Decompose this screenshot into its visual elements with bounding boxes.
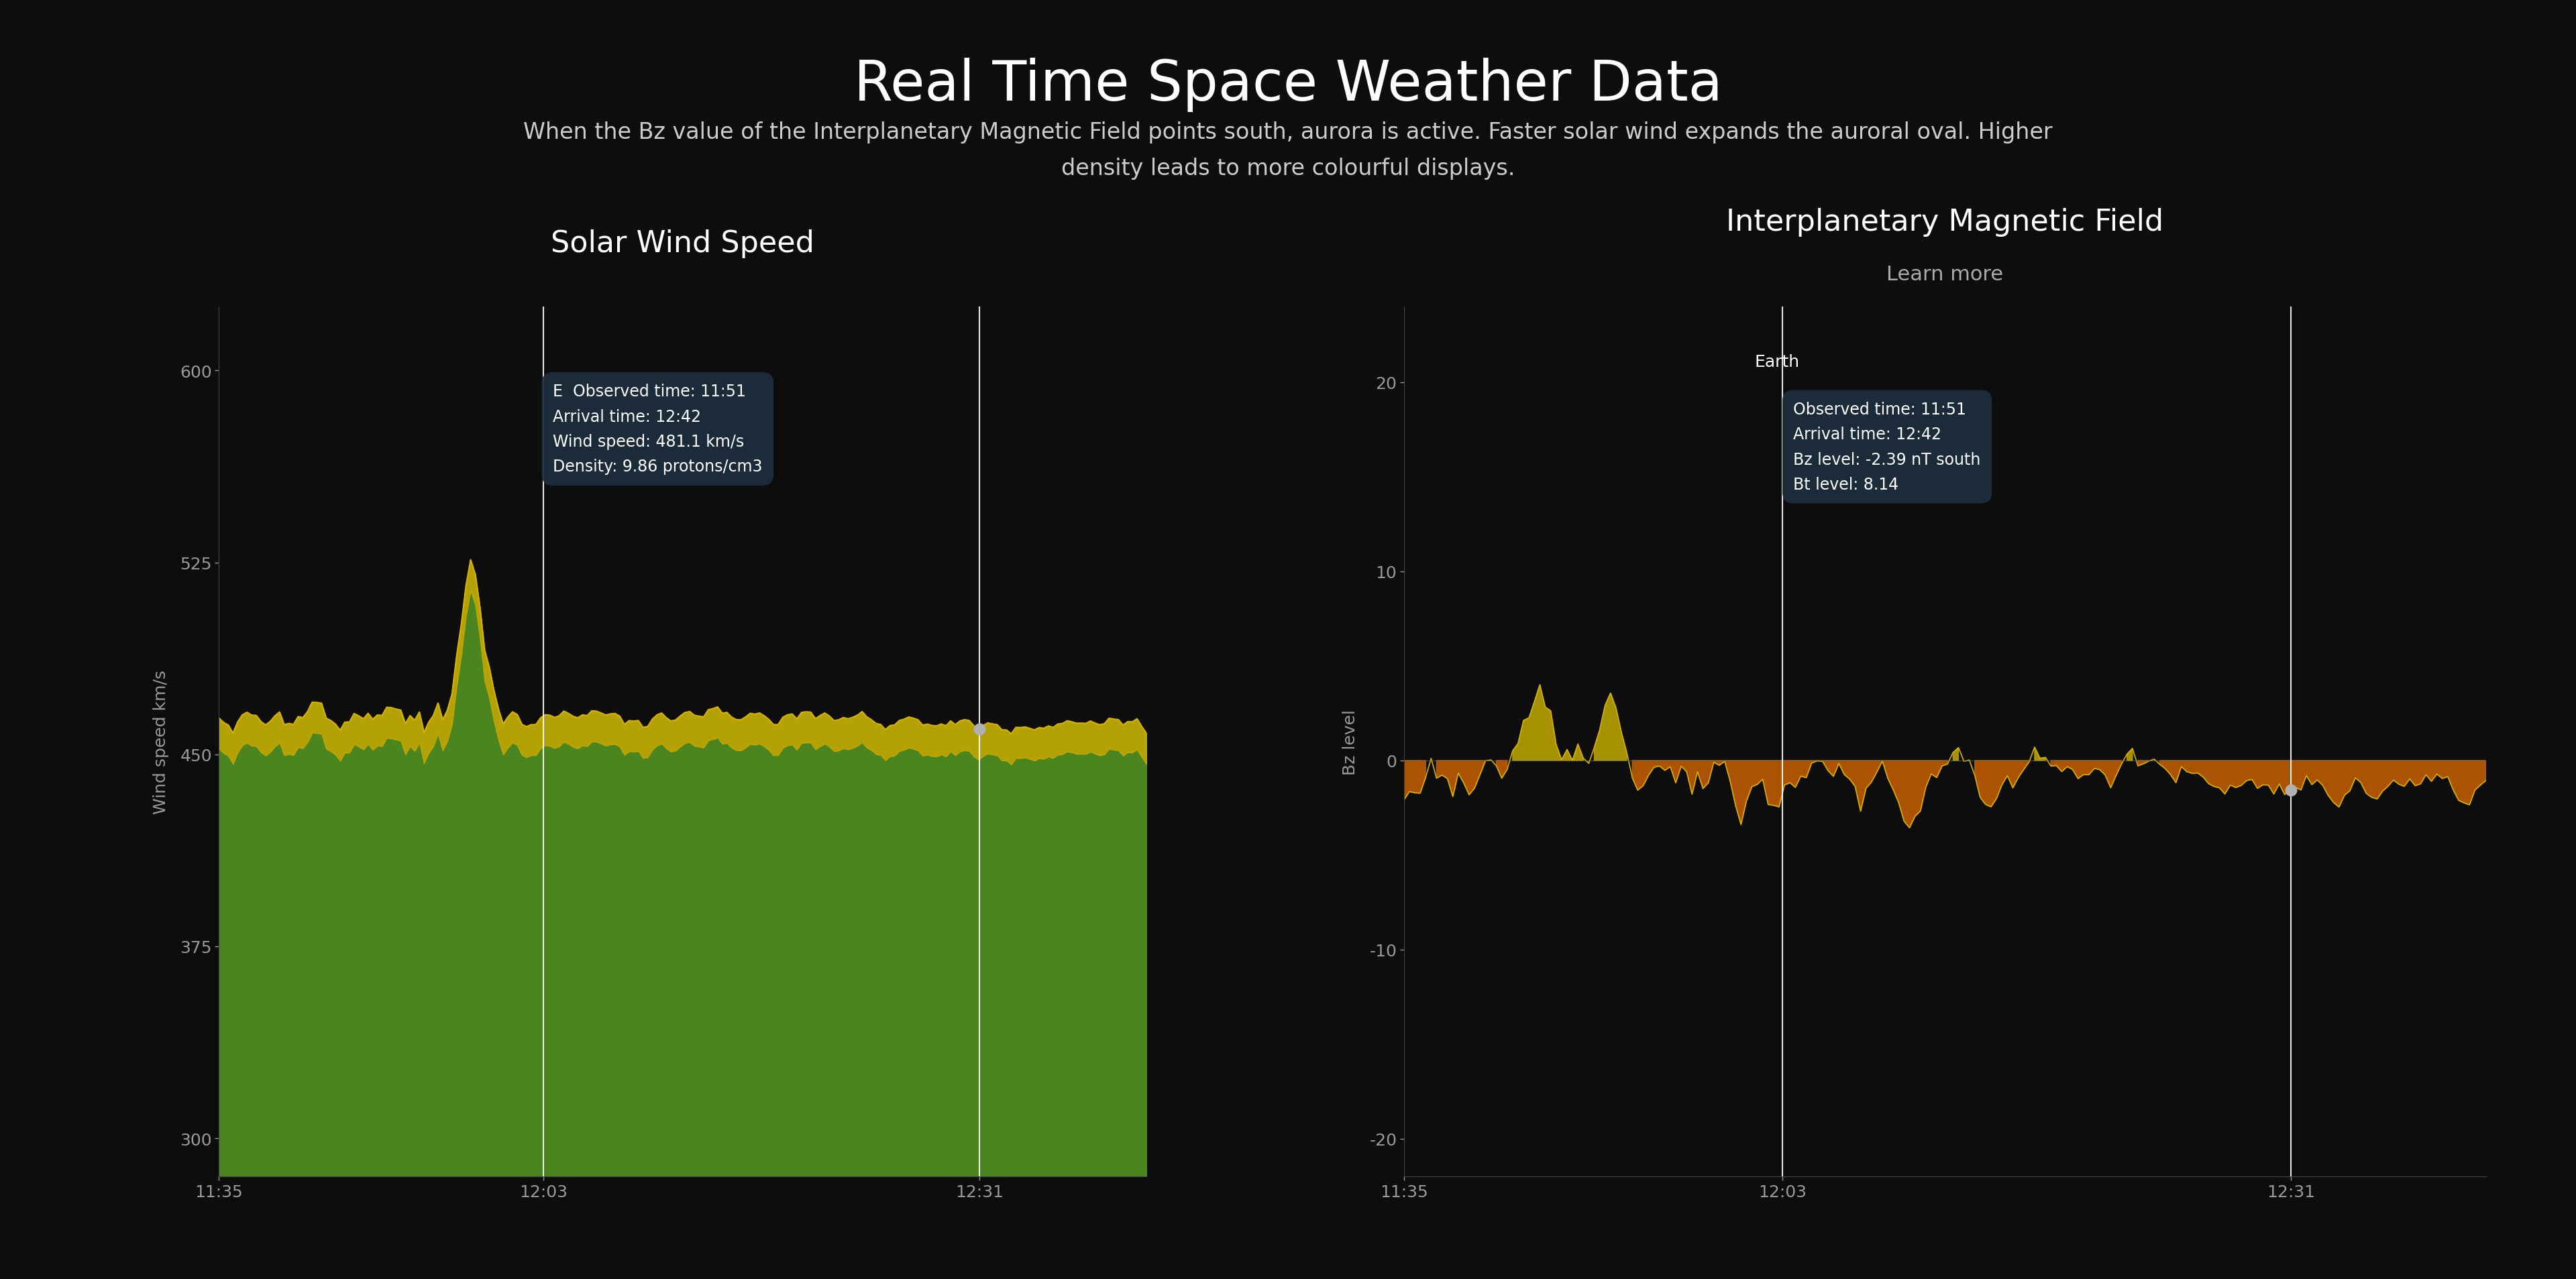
Y-axis label: Wind speed km/s: Wind speed km/s: [152, 670, 170, 813]
Text: density leads to more colourful displays.: density leads to more colourful displays…: [1061, 157, 1515, 179]
Y-axis label: Bz level: Bz level: [1342, 709, 1358, 775]
Text: Interplanetary Magnetic Field: Interplanetary Magnetic Field: [1726, 207, 2164, 237]
Text: Observed time: 11:51
Arrival time: 12:42
Bz level: -2.39 nT south
Bt level: 8.14: Observed time: 11:51 Arrival time: 12:42…: [1793, 402, 1981, 492]
Text: Learn more: Learn more: [1886, 265, 2004, 284]
Text: When the Bz value of the Interplanetary Magnetic Field points south, aurora is a: When the Bz value of the Interplanetary …: [523, 122, 2053, 143]
Text: E  Observed time: 11:51
Arrival time: 12:42
Wind speed: 481.1 km/s
Density: 9.86: E Observed time: 11:51 Arrival time: 12:…: [554, 384, 762, 475]
Text: Real Time Space Weather Data: Real Time Space Weather Data: [853, 58, 1723, 111]
Text: Solar Wind Speed: Solar Wind Speed: [551, 229, 814, 258]
Text: Earth: Earth: [1754, 354, 1801, 371]
